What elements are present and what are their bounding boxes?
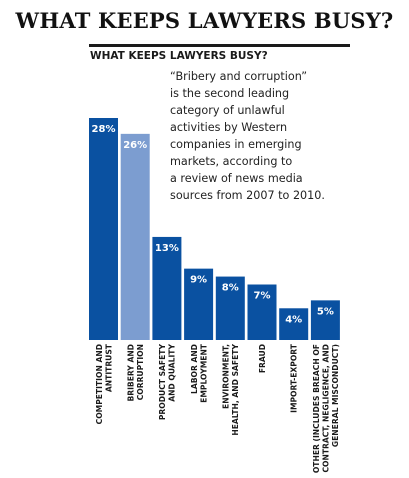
bar-value-label: 9% xyxy=(190,275,207,286)
category-label: IMPORT-EXPORT xyxy=(290,343,299,413)
category-label: FRAUD xyxy=(258,344,267,373)
bar-value-label: 7% xyxy=(254,291,271,302)
category-label: ANTITRUST xyxy=(104,343,113,392)
bar xyxy=(247,284,277,340)
annotation-line: activities by Western xyxy=(170,121,288,134)
bar xyxy=(152,236,182,340)
bar-value-label: 28% xyxy=(92,124,116,135)
annotation-line: markets, according to xyxy=(170,155,293,168)
bar xyxy=(120,133,150,340)
bar-value-label: 4% xyxy=(285,314,302,325)
bar-value-label: 8% xyxy=(222,283,239,294)
chart-subtitle: WHAT KEEPS LAWYERS BUSY? xyxy=(90,50,268,62)
category-label: ENVIRONMENT, xyxy=(222,344,231,409)
page-title: WHAT KEEPS LAWYERS BUSY? xyxy=(15,8,394,33)
annotation-line: category of unlawful xyxy=(170,104,285,117)
bar xyxy=(279,308,309,340)
annotation-line: is the second leading xyxy=(170,87,290,100)
bar xyxy=(310,300,340,340)
category-label: CORRUPTION xyxy=(136,344,145,400)
bar-value-label: 5% xyxy=(317,306,334,317)
category-label: HEALTH, AND SAFETY xyxy=(231,344,240,436)
category-label: LABOR AND xyxy=(190,344,199,394)
annotation-line: a review of news media xyxy=(170,172,303,185)
bar xyxy=(184,268,214,340)
category-label: BRIBERY AND xyxy=(126,344,135,402)
chart-annotation: “Bribery and corruption” is the second l… xyxy=(170,68,400,204)
bar xyxy=(215,276,245,340)
annotation-line: “Bribery and corruption” xyxy=(170,70,308,83)
category-label: PRODUCT SAFETY xyxy=(158,344,167,421)
bar-value-label: 13% xyxy=(155,243,179,254)
title-divider xyxy=(89,44,350,47)
category-label: EMPLOYMENT xyxy=(199,343,208,403)
category-label: AND QUALITY xyxy=(168,344,177,402)
category-label: OTHER (INCLUDES BREACH OF xyxy=(312,344,321,473)
category-label: CONTRACT, NEGLIGENCE, AND xyxy=(321,344,330,473)
category-label: COMPETITION AND xyxy=(95,344,104,424)
annotation-line: sources from 2007 to 2010. xyxy=(170,189,325,202)
bar-value-label: 26% xyxy=(123,140,147,151)
annotation-line: companies in emerging xyxy=(170,138,302,151)
category-label: GENERAL MISCONDUCT) xyxy=(331,344,340,447)
bar xyxy=(89,118,118,340)
